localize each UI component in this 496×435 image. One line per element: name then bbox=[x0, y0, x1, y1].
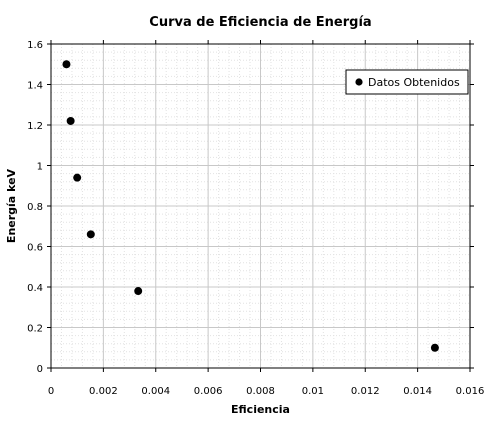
data-point bbox=[73, 173, 82, 182]
data-point bbox=[86, 230, 95, 239]
data-point bbox=[134, 287, 143, 296]
y-tick-label: 1.4 bbox=[27, 81, 43, 92]
x-tick-label: 0.014 bbox=[403, 386, 432, 397]
legend-marker bbox=[355, 78, 363, 86]
x-tick-label: 0.006 bbox=[194, 386, 223, 397]
data-points bbox=[62, 60, 439, 352]
x-tick-label: 0.01 bbox=[302, 386, 324, 397]
y-tick-label: 1 bbox=[37, 162, 43, 173]
data-point bbox=[66, 116, 75, 125]
x-tick-label: 0.004 bbox=[141, 386, 170, 397]
y-tick-label: 1.6 bbox=[27, 40, 43, 51]
x-axis-ticks: 0 0.002 0.004 0.006 0.008 0.01 0.012 0.014 0.016 bbox=[48, 40, 485, 397]
chart-title: Curva de Eficiencia de Energía bbox=[149, 15, 371, 30]
x-tick-label: 0.008 bbox=[246, 386, 275, 397]
x-axis-label: Eficiencia bbox=[231, 403, 290, 416]
y-axis-ticks: 0 0.2 0.4 0.6 0.8 1 1.2 1.4 1.6 bbox=[27, 40, 474, 375]
x-tick-label: 0.016 bbox=[456, 386, 485, 397]
y-axis-label: Energía keV bbox=[5, 168, 18, 243]
x-tick-label: 0.002 bbox=[89, 386, 118, 397]
y-tick-label: 0.2 bbox=[27, 324, 43, 335]
y-tick-label: 0.8 bbox=[27, 202, 43, 213]
x-tick-label: 0 bbox=[48, 386, 54, 397]
data-point bbox=[62, 60, 71, 69]
data-point bbox=[430, 343, 439, 352]
legend-box bbox=[345, 69, 469, 95]
legend-entry: Datos Obtenidos bbox=[368, 76, 460, 89]
y-tick-label: 1.2 bbox=[27, 121, 43, 132]
y-tick-label: 0.6 bbox=[27, 243, 43, 254]
y-tick-label: 0 bbox=[37, 364, 43, 375]
y-tick-label: 0.4 bbox=[27, 283, 43, 294]
legend: Datos Obtenidos bbox=[345, 69, 469, 95]
x-tick-label: 0.012 bbox=[351, 386, 380, 397]
